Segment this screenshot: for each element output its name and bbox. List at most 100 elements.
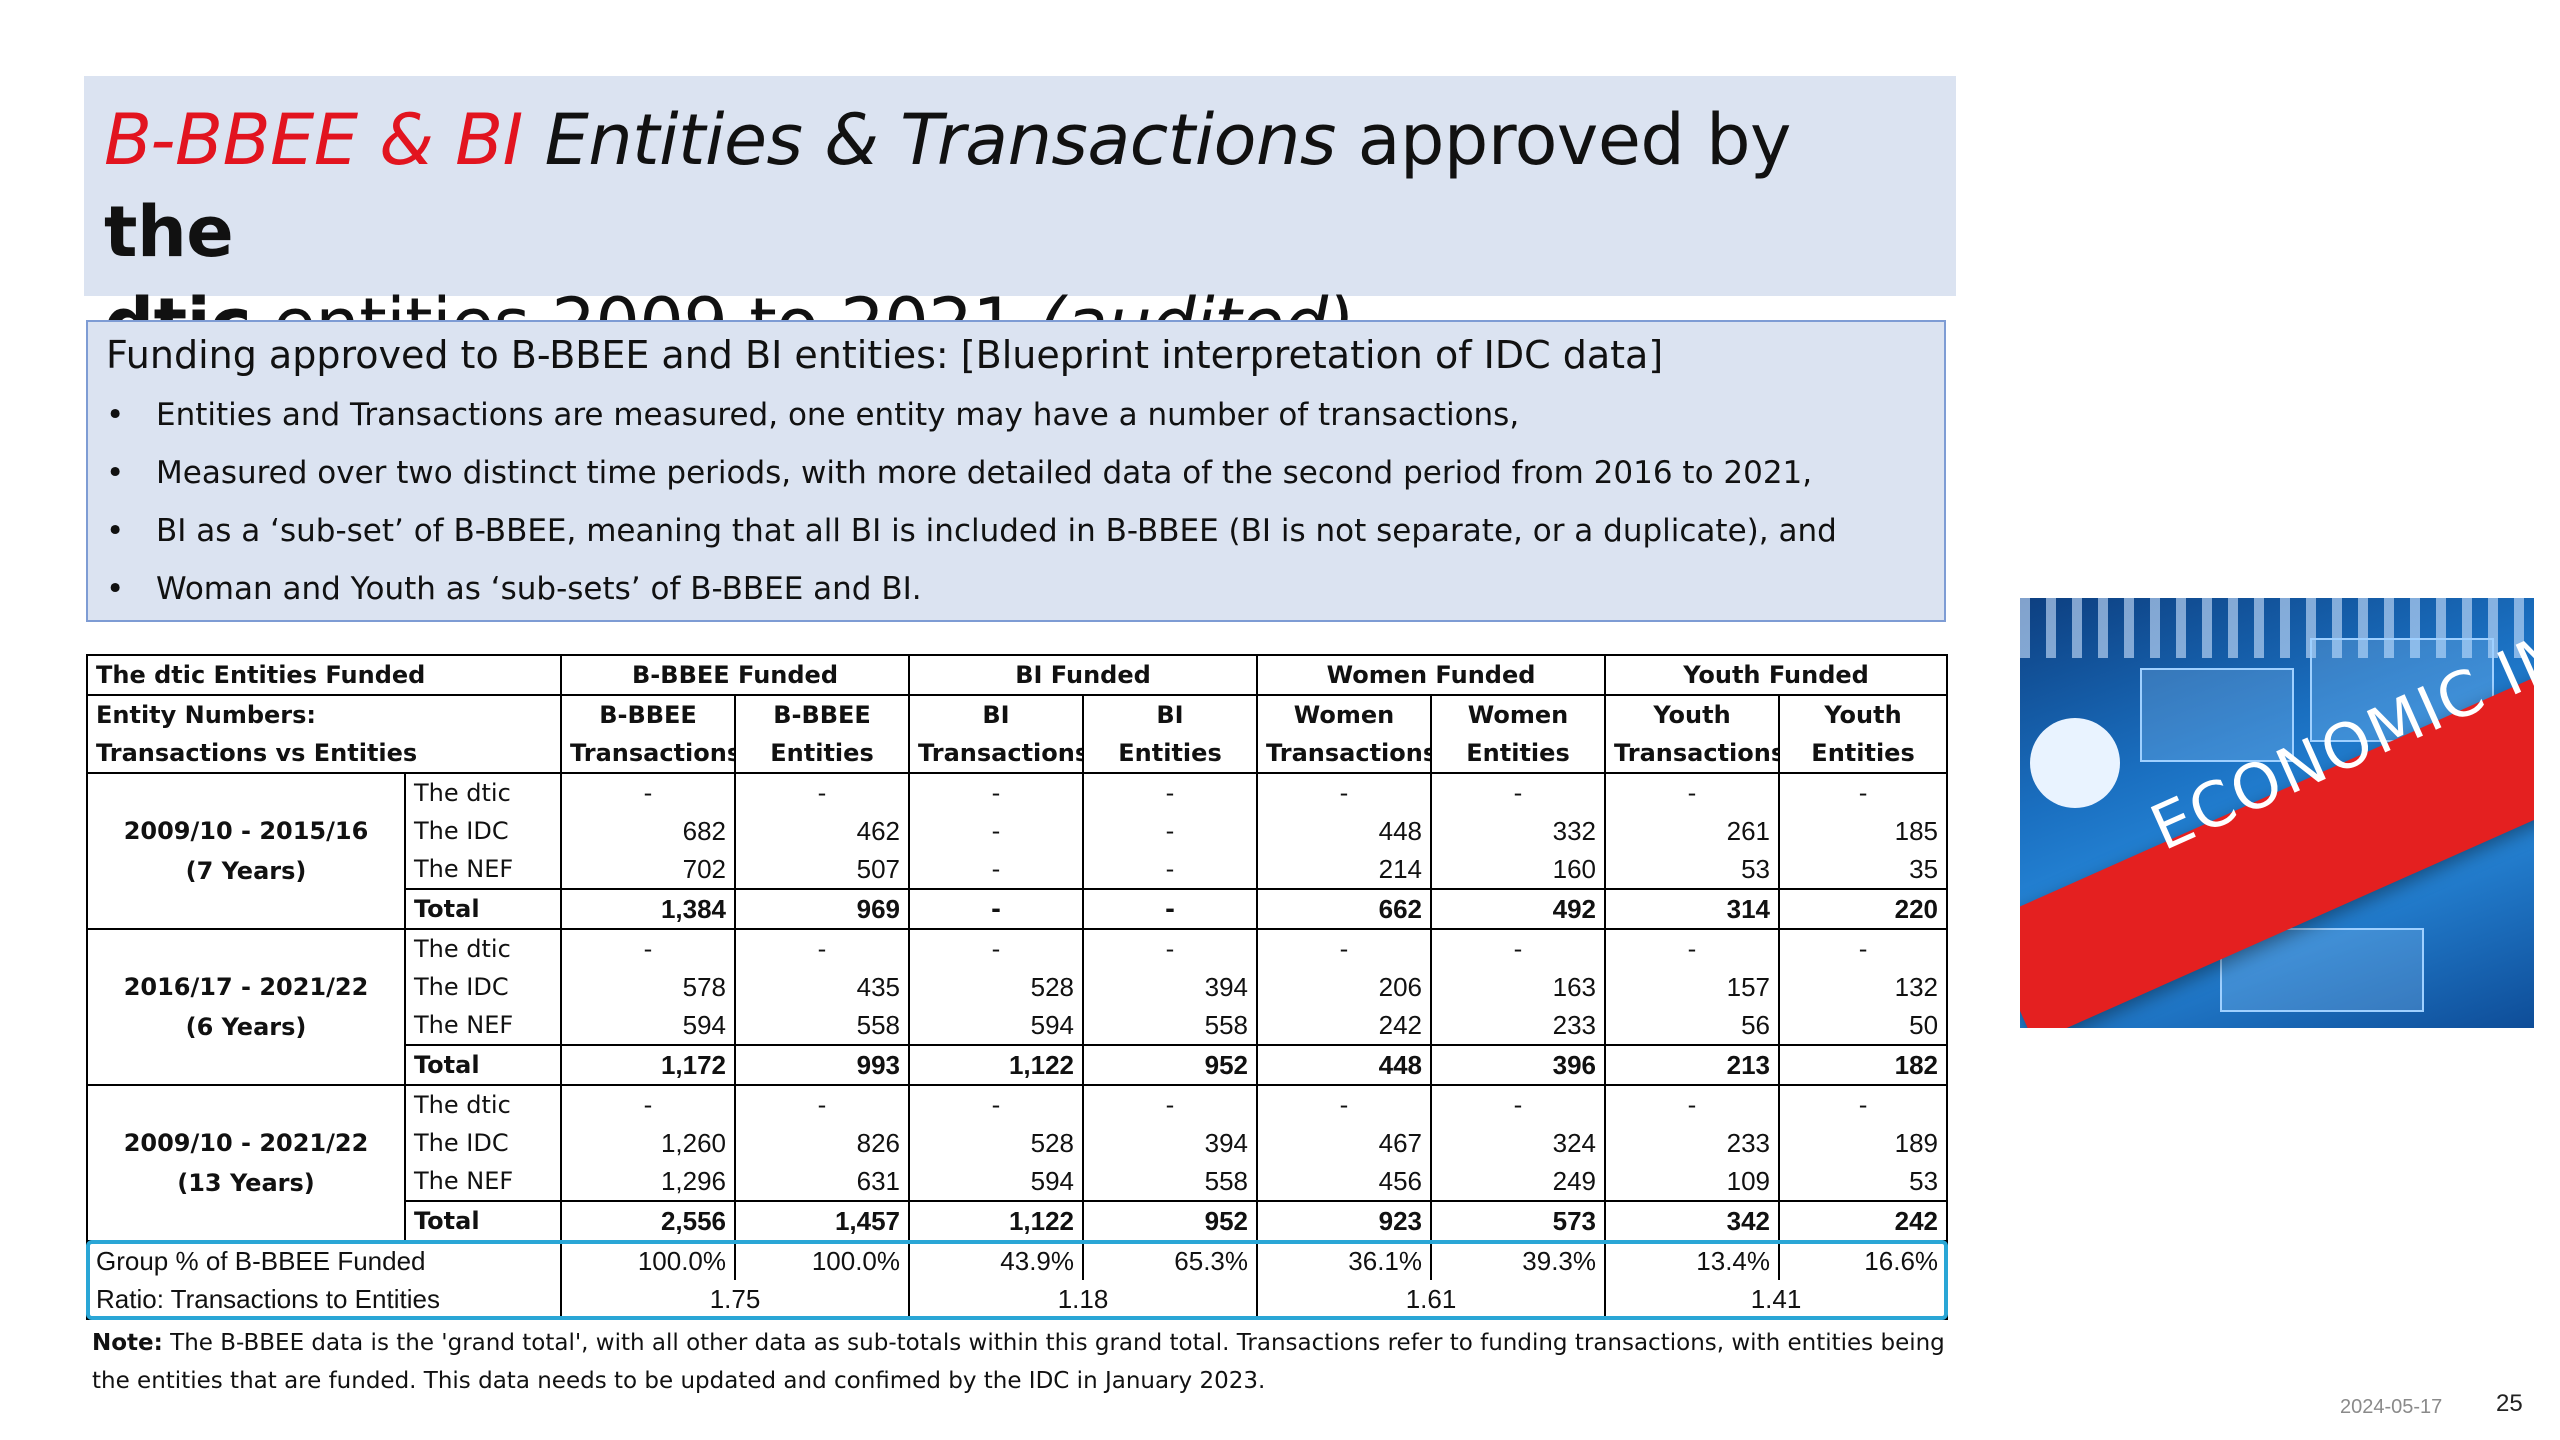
period-label: 2009/10 - 2015/16 [123, 817, 369, 845]
value-cell: 242 [1256, 1006, 1433, 1045]
title-box: B-BBEE & BI Entities & Transactions appr… [84, 76, 1956, 365]
row-label: The NEF [403, 850, 563, 889]
ratio-cell: 1.18 [908, 1280, 1259, 1320]
value-cell: - [1082, 1084, 1259, 1124]
header-line: B-BBEE [773, 701, 871, 729]
table-row: 2009/10 - 2021/22 (13 Years) The dtic - - - - -… [86, 1084, 1949, 1242]
value-cell: - [1082, 888, 1259, 929]
header-cell: B-BBEE Entities [734, 694, 911, 773]
value-cell: - [1082, 928, 1259, 968]
value-cell: - [1082, 772, 1259, 812]
value-cell: 56 [1604, 1006, 1781, 1045]
value-cell: 528 [908, 1124, 1085, 1162]
header-line: Entities [1811, 739, 1915, 767]
value-cell: - [908, 1084, 1085, 1124]
value-cell: 631 [734, 1162, 911, 1201]
header-line: Transactions [918, 739, 1084, 767]
value-cell: 396 [1430, 1044, 1607, 1085]
value-cell: - [1604, 1084, 1781, 1124]
value-cell: 109 [1604, 1162, 1781, 1201]
header-cell: The dtic Entities Funded [85, 654, 563, 695]
value-cell: 435 [734, 968, 911, 1006]
header-line: Entity Numbers: [96, 701, 317, 729]
row-label: The NEF [403, 1162, 563, 1201]
info-bullet: BI as a ‘sub-set’ of B-BBEE, meaning tha… [106, 502, 1926, 560]
value-cell: 826 [734, 1124, 911, 1162]
header-cell: BI Entities [1082, 694, 1259, 773]
table-row: 2009/10 - 2015/16 (7 Years) The dtic - - - - - -… [86, 772, 1949, 930]
header-cell: Youth Entities [1778, 694, 1949, 773]
value-cell: - [1082, 812, 1259, 850]
value-cell: 16.6% [1778, 1240, 1949, 1280]
value-cell: 189 [1778, 1124, 1949, 1162]
value-cell: 578 [560, 968, 737, 1006]
table-header-row: The dtic Entities Funded B-BBEE Funded BI … [85, 654, 1949, 695]
slide-page-number: 25 [2496, 1390, 2523, 1417]
value-cell: 448 [1256, 1044, 1433, 1085]
value-cell: 132 [1778, 968, 1949, 1006]
period-years: (13 Years) [177, 1169, 315, 1197]
value-cell: 324 [1430, 1124, 1607, 1162]
info-box: Funding approved to B-BBEE and BI entiti… [86, 320, 1946, 622]
funding-table: The dtic Entities Funded B-BBEE Funded BI … [85, 654, 1949, 1320]
value-cell: - [560, 772, 737, 812]
value-cell: - [908, 812, 1085, 850]
value-cell: 342 [1604, 1200, 1781, 1241]
value-cell: - [1256, 772, 1433, 812]
table-subheader-row: Entity Numbers: Transactions vs Entities B… [85, 694, 1949, 773]
value-cell: - [908, 772, 1085, 812]
value-cell: 448 [1256, 812, 1433, 850]
period-years: (6 Years) [185, 1013, 307, 1041]
period-cell: 2009/10 - 2015/16 (7 Years) [86, 772, 406, 930]
table-row: The NEF 1,296 631 594 558 456 249 109 53 [87, 1162, 1949, 1201]
value-cell: 558 [1082, 1006, 1259, 1045]
title-bold-part: the [104, 191, 234, 273]
header-line: Entities [1118, 739, 1222, 767]
row-label: Total [403, 1044, 563, 1085]
value-cell: 394 [1082, 968, 1259, 1006]
header-line: Transactions vs Entities [96, 739, 418, 767]
value-cell: 969 [734, 888, 911, 929]
row-label: The IDC [403, 968, 563, 1006]
header-line: Women [1467, 701, 1569, 729]
value-cell: 100.0% [734, 1240, 911, 1280]
period-years: (7 Years) [185, 857, 307, 885]
value-cell: - [908, 928, 1085, 968]
value-cell: - [1778, 1084, 1949, 1124]
value-cell: 314 [1604, 888, 1781, 929]
value-cell: - [560, 1084, 737, 1124]
value-cell: 160 [1430, 850, 1607, 889]
table-total-row: Total 2,556 1,457 1,122 952 923 573 342 242 [87, 1200, 1949, 1241]
table-row: The IDC 682 462- -448 332 261 185 [87, 812, 1949, 850]
header-cell: Youth Transactions [1604, 694, 1781, 773]
header-line: Youth [1653, 701, 1731, 729]
value-cell: 702 [560, 850, 737, 889]
table-row: The NEF 594 558 594 558 242 233 56 50 [87, 1006, 1949, 1045]
ratio-cell: 1.61 [1256, 1280, 1607, 1320]
header-line: Transactions [570, 739, 736, 767]
header-line: Women [1293, 701, 1395, 729]
value-cell: - [1256, 928, 1433, 968]
value-cell: - [1430, 772, 1607, 812]
image-panel-decor [2140, 668, 2294, 762]
value-cell: 157 [1604, 968, 1781, 1006]
ratio-cell: 1.75 [560, 1280, 911, 1320]
value-cell: 100.0% [560, 1240, 737, 1280]
value-cell: - [1604, 772, 1781, 812]
row-label: The NEF [403, 1006, 563, 1045]
row-label: The IDC [403, 812, 563, 850]
value-cell: 528 [908, 968, 1085, 1006]
value-cell: 1,260 [560, 1124, 737, 1162]
row-label: The IDC [403, 1124, 563, 1162]
value-cell: 993 [734, 1044, 911, 1085]
value-cell: 242 [1778, 1200, 1949, 1241]
value-cell: 1,457 [734, 1200, 911, 1241]
value-cell: - [734, 772, 911, 812]
period-label: 2016/17 - 2021/22 [123, 973, 369, 1001]
header-line: Transactions [1266, 739, 1432, 767]
value-cell: 39.3% [1430, 1240, 1607, 1280]
header-group-cell: Women Funded [1256, 654, 1607, 695]
note-text: The B-BBEE data is the 'grand total', wi… [92, 1330, 1945, 1394]
table-total-row: Total 1,384 969- -662 492 314 220 [87, 888, 1949, 929]
period-cell: 2009/10 - 2021/22 (13 Years) [86, 1084, 406, 1242]
